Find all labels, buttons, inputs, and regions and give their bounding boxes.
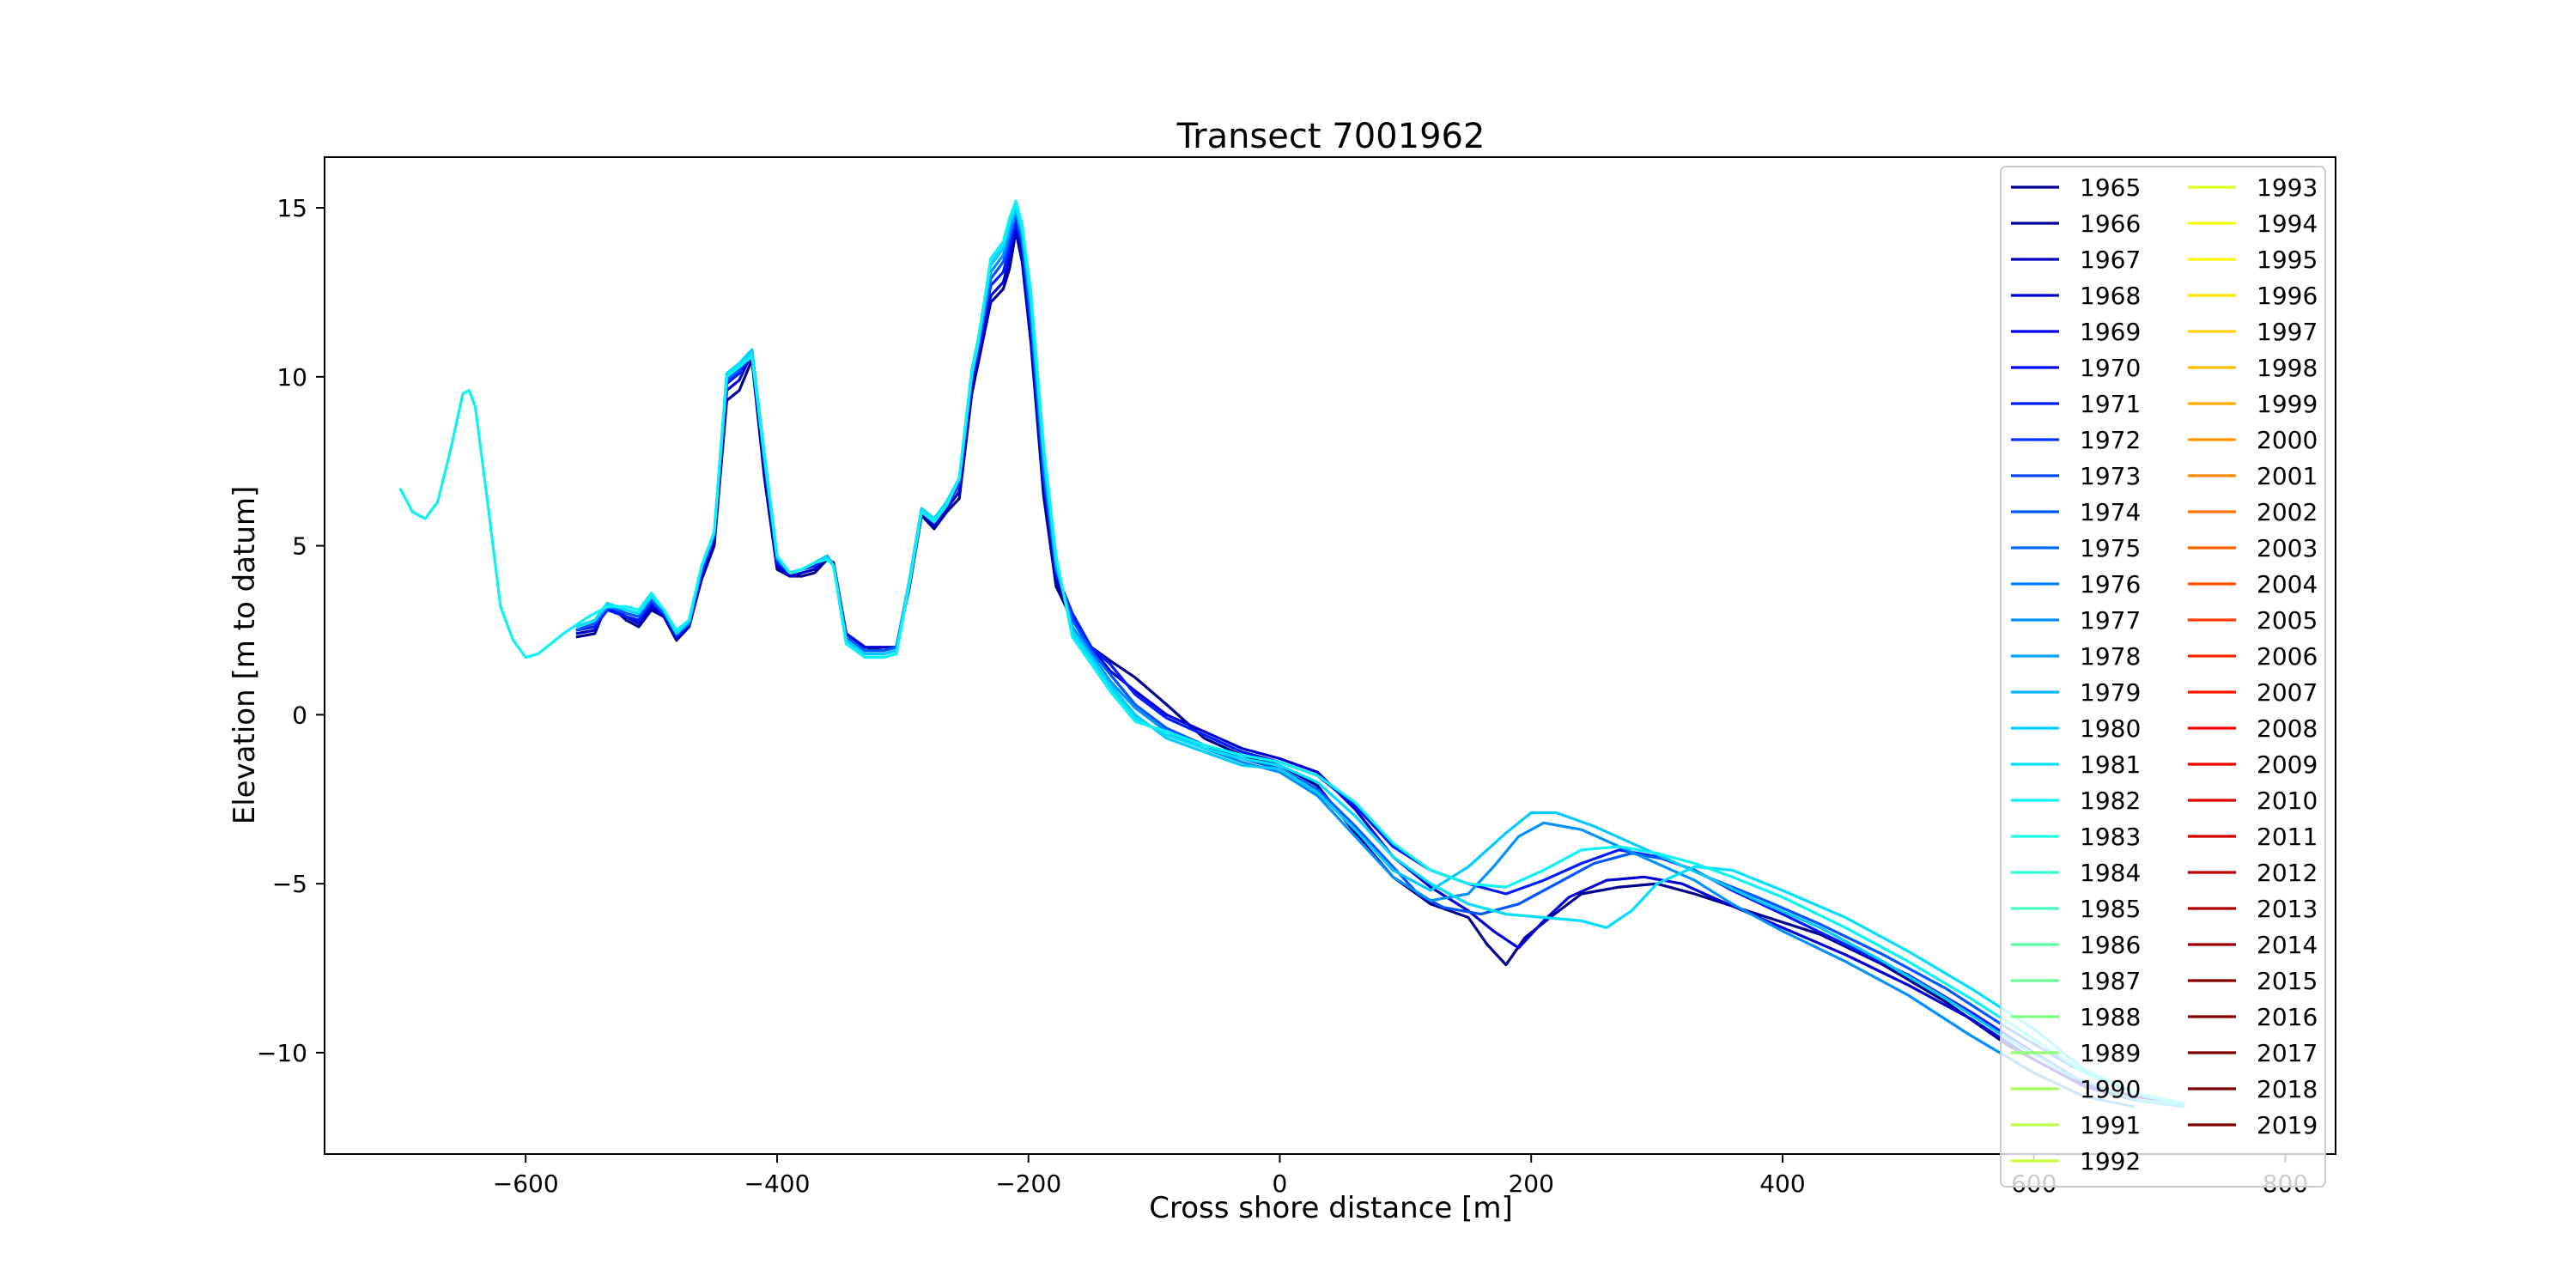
legend-label-1966: 1966 bbox=[2080, 210, 2141, 238]
y-axis: −10 −5 0 5 10 15 bbox=[257, 194, 325, 1067]
legend-label-1978: 1978 bbox=[2080, 642, 2141, 671]
legend-label-1993: 1993 bbox=[2257, 173, 2318, 202]
legend-label-1977: 1977 bbox=[2080, 606, 2141, 635]
y-tick-label: 15 bbox=[276, 194, 307, 222]
profile-line-1974 bbox=[575, 213, 2185, 1109]
legend-label-2006: 2006 bbox=[2257, 642, 2318, 671]
legend-label-1971: 1971 bbox=[2080, 390, 2141, 418]
x-tick-label: −600 bbox=[493, 1170, 559, 1198]
x-tick-label: −400 bbox=[744, 1170, 810, 1198]
chart-title: Transect 7001962 bbox=[1176, 117, 1485, 156]
legend-label-1983: 1983 bbox=[2080, 823, 2141, 851]
legend-label-2019: 2019 bbox=[2257, 1111, 2318, 1139]
y-tick-label: 0 bbox=[292, 701, 307, 729]
legend-label-2015: 2015 bbox=[2257, 967, 2318, 995]
legend-label-2011: 2011 bbox=[2257, 823, 2318, 851]
legend-label-1987: 1987 bbox=[2080, 967, 2141, 995]
legend-label-2007: 2007 bbox=[2257, 678, 2318, 707]
plot-lines bbox=[398, 199, 2185, 1109]
legend-label-1990: 1990 bbox=[2080, 1075, 2141, 1103]
legend-label-1973: 1973 bbox=[2080, 462, 2141, 490]
legend-label-1976: 1976 bbox=[2080, 570, 2141, 598]
legend-box bbox=[2000, 166, 2326, 1188]
legend-label-2018: 2018 bbox=[2257, 1075, 2318, 1103]
legend-label-1974: 1974 bbox=[2080, 498, 2141, 526]
legend-label-1986: 1986 bbox=[2080, 931, 2141, 959]
legend-label-2010: 2010 bbox=[2257, 787, 2318, 815]
legend-label-2000: 2000 bbox=[2257, 426, 2318, 454]
legend-label-1995: 1995 bbox=[2257, 246, 2318, 274]
legend-label-2001: 2001 bbox=[2257, 462, 2318, 490]
legend-label-1982: 1982 bbox=[2080, 787, 2141, 815]
legend-label-1988: 1988 bbox=[2080, 1003, 2141, 1031]
legend-label-1972: 1972 bbox=[2080, 426, 2141, 454]
axes-frame bbox=[324, 156, 2336, 1155]
x-tick-label: −200 bbox=[995, 1170, 1061, 1198]
legend-label-1979: 1979 bbox=[2080, 678, 2141, 707]
legend-label-1967: 1967 bbox=[2080, 246, 2141, 274]
legend-label-1991: 1991 bbox=[2080, 1111, 2141, 1139]
profile-line-1965 bbox=[575, 230, 2185, 1105]
legend-label-1965: 1965 bbox=[2080, 173, 2141, 202]
legend-label-2002: 2002 bbox=[2257, 498, 2318, 526]
profile-line-1971 bbox=[575, 220, 2185, 1109]
legend-label-2008: 2008 bbox=[2257, 714, 2318, 743]
y-tick-label: 10 bbox=[276, 363, 307, 392]
legend-label-2005: 2005 bbox=[2257, 606, 2318, 635]
y-tick-label: 5 bbox=[292, 532, 307, 561]
y-tick-label: −5 bbox=[272, 870, 307, 898]
legend-label-2009: 2009 bbox=[2257, 750, 2318, 779]
legend-label-2004: 2004 bbox=[2257, 570, 2318, 598]
legend-label-2012: 2012 bbox=[2257, 859, 2318, 887]
legend-label-1999: 1999 bbox=[2257, 390, 2318, 418]
legend-label-1975: 1975 bbox=[2080, 534, 2141, 562]
legend-label-1969: 1969 bbox=[2080, 318, 2141, 346]
legend-label-1980: 1980 bbox=[2080, 714, 2141, 743]
legend-label-1992: 1992 bbox=[2080, 1147, 2141, 1176]
x-axis-label: Cross shore distance [m] bbox=[1149, 1191, 1513, 1225]
legend-label-2013: 2013 bbox=[2257, 895, 2318, 923]
x-tick-label: 200 bbox=[1508, 1170, 1553, 1198]
y-tick-label: −10 bbox=[257, 1039, 307, 1067]
profile-line-1968 bbox=[575, 223, 2185, 1109]
legend-label-1989: 1989 bbox=[2080, 1039, 2141, 1067]
legend-label-2017: 2017 bbox=[2257, 1039, 2318, 1067]
legend-label-2014: 2014 bbox=[2257, 931, 2318, 959]
legend-label-1985: 1985 bbox=[2080, 895, 2141, 923]
x-tick-label: 400 bbox=[1759, 1170, 1805, 1198]
legend-label-1996: 1996 bbox=[2257, 282, 2318, 310]
legend: 1965 1966 1967 1968 1969 1970 1971 1972 1973 1974… bbox=[2000, 166, 2326, 1188]
x-tick-label: 0 bbox=[1273, 1170, 1288, 1198]
legend-label-1998: 1998 bbox=[2257, 354, 2318, 382]
y-axis-label: Elevation [m to datum] bbox=[228, 486, 262, 825]
legend-label-2003: 2003 bbox=[2257, 534, 2318, 562]
profile-line-1985 bbox=[398, 199, 2185, 1105]
legend-label-1970: 1970 bbox=[2080, 354, 2141, 382]
legend-label-1984: 1984 bbox=[2080, 859, 2141, 887]
x-axis: −600−400−2000200400600800 bbox=[493, 1154, 2308, 1198]
legend-label-1994: 1994 bbox=[2257, 210, 2318, 238]
legend-label-2016: 2016 bbox=[2257, 1003, 2318, 1031]
legend-label-1981: 1981 bbox=[2080, 750, 2141, 779]
legend-label-1997: 1997 bbox=[2257, 318, 2318, 346]
legend-label-1968: 1968 bbox=[2080, 282, 2141, 310]
